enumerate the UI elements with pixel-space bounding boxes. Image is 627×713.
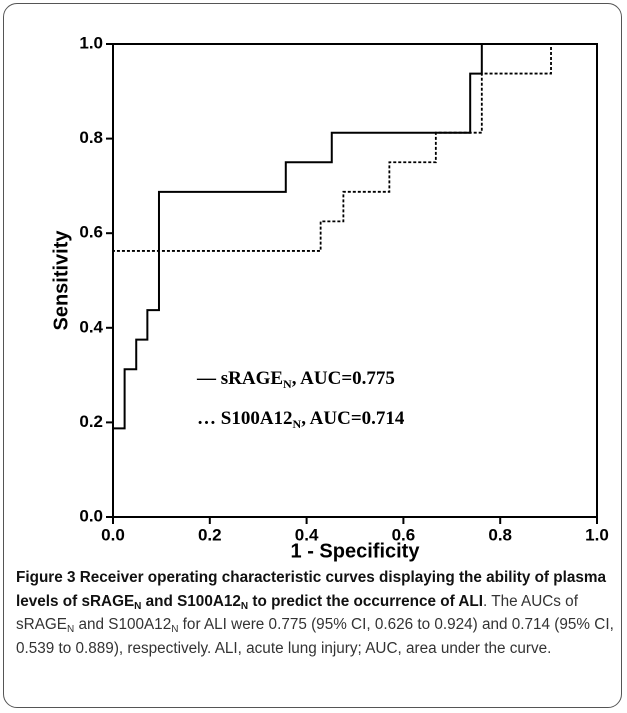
legend-marker: — — [196, 368, 217, 389]
legend-name: sRAGE — [221, 368, 283, 389]
y-tick-label: 0.2 — [79, 412, 103, 431]
y-tick-label: 0.4 — [79, 317, 103, 336]
caption-text: . The AUCs of sRAGE — [16, 592, 578, 634]
y-axis-title: Sensitivity — [50, 230, 72, 331]
y-tick-label: 0.8 — [79, 128, 103, 147]
x-tick-label: 0.8 — [488, 525, 512, 544]
x-tick-label: 0.2 — [198, 525, 222, 544]
caption: Figure 3 Receiver operating characterist… — [16, 566, 614, 660]
y-tick-label: 0.0 — [79, 506, 103, 525]
plot-frame — [112, 43, 598, 518]
legend-subscript: N — [293, 417, 302, 431]
legend-annotation: , AUC=0.775 — [292, 368, 395, 389]
x-tick-label: 0.6 — [392, 525, 416, 544]
bold: and S100A12 — [141, 592, 241, 610]
roc-curve — [112, 43, 597, 517]
x-tick-label: 0.4 — [295, 525, 319, 544]
legend-name: S100A12 — [221, 408, 293, 429]
caption-text: Figure 3 Receiver operating characterist… — [16, 569, 606, 610]
bold: to predict the occurrence of ALI — [248, 593, 483, 610]
caption-text: for ALI were 0.775 (95% CI, 0.626 to 0.9… — [16, 616, 614, 657]
caption-subscript: N — [240, 600, 249, 612]
legend-annotation: , AUC=0.714 — [301, 408, 405, 429]
legend-entry: … S100A12N, AUC=0.714 — [197, 408, 405, 430]
legend-subscript: N — [283, 377, 292, 391]
bold: N — [134, 593, 142, 612]
caption-text: and S100A12 — [141, 592, 241, 610]
y-tick-label: 0.6 — [79, 223, 103, 242]
x-axis-title: 1 - Specificity — [291, 540, 421, 562]
caption-text: to predict the occurrence of ALI — [248, 592, 483, 610]
caption-subscript: N — [67, 624, 75, 635]
caption-subscript: N — [171, 624, 179, 635]
bold: Figure 3 Receiver operating characterist… — [16, 569, 606, 610]
caption-subscript: N — [134, 600, 142, 612]
figure-frame — [3, 3, 622, 708]
x-tick-label: 1.0 — [585, 525, 609, 544]
legend-marker: … — [197, 408, 216, 429]
y-tick-label: 1.0 — [79, 33, 103, 52]
x-tick-label: 0.0 — [101, 525, 125, 544]
caption-text: and S100A12 — [74, 616, 172, 633]
bold: N — [240, 593, 249, 612]
legend-entry: — sRAGEN, AUC=0.775 — [196, 368, 395, 390]
roc-curve — [112, 43, 597, 517]
